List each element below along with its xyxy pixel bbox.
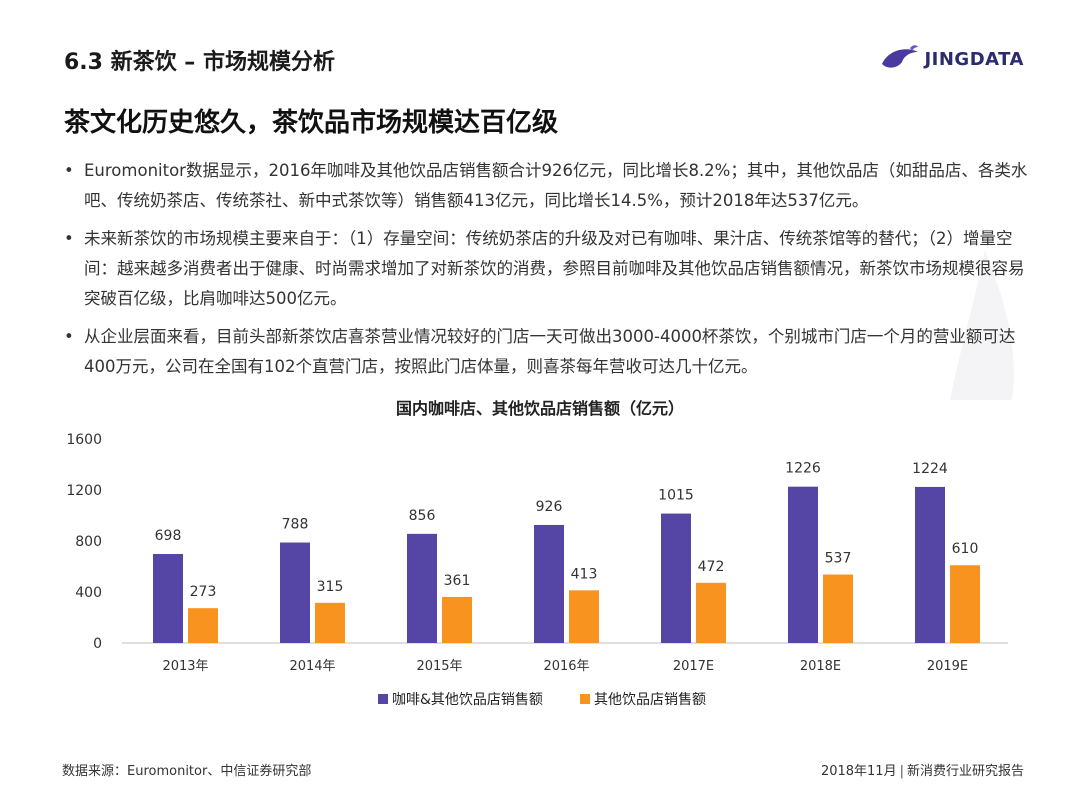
bullet-list: • Euromonitor数据显示，2016年咖啡及其他饮品店销售额合计926亿元…: [62, 156, 1032, 390]
bar-coffee-other: [407, 533, 437, 643]
bar-coffee-other: [534, 524, 564, 643]
bar-other: [950, 565, 980, 643]
bullet-text: 未来新茶饮的市场规模主要来自于：（1）存量空间：传统奶茶店的升级及对已有咖啡、果…: [84, 229, 1025, 308]
x-tick-label: 2013年: [162, 659, 208, 674]
bullet-dot: •: [64, 229, 74, 248]
bar-value-label: 273: [190, 584, 217, 600]
bar-value-label: 472: [698, 559, 725, 575]
logo-text: JINGDATA: [924, 48, 1024, 70]
data-source: 数据来源：Euromonitor、中信证券研究部: [62, 764, 312, 779]
y-axis: 0 400 800 1200 1600: [66, 432, 102, 652]
footer-info: 2018年11月 | 新消费行业研究报告: [821, 760, 1024, 779]
bar-value-label: 856: [409, 508, 436, 524]
decorative-shape: [950, 250, 1014, 400]
bullet-item: • 从企业层面来看，目前头部新茶饮店喜茶营业情况较好的门店一天可做出3000-40…: [62, 322, 1032, 382]
bar-value-label: 537: [825, 551, 852, 567]
bullet-item: • Euromonitor数据显示，2016年咖啡及其他饮品店销售额合计926亿元…: [62, 156, 1032, 216]
bar-coffee-other: [788, 486, 818, 643]
x-tick-label: 2016年: [543, 659, 589, 674]
bar-other: [315, 602, 345, 643]
x-tick-label: 2017E: [673, 659, 714, 674]
chart-legend: 咖啡&其他饮品店销售额 其他饮品店销售额: [378, 692, 706, 708]
bar-coffee-other: [915, 486, 945, 643]
report-name: 新消费行业研究报告: [906, 764, 1024, 779]
bar-coffee-other: [661, 513, 691, 643]
bar-value-label: 610: [952, 541, 979, 557]
y-tick-label: 0: [93, 636, 102, 652]
bar-chart: 国内咖啡店、其他饮品店销售额（亿元） 0 400 800 1200 1600 698 27…: [66, 399, 1008, 708]
bullet-dot: •: [64, 327, 74, 346]
headline: 茶文化历史悠久，茶饮品市场规模达百亿级: [64, 108, 559, 138]
bullet-item: • 未来新茶饮的市场规模主要来自于：（1）存量空间：传统奶茶店的升级及对已有咖啡、…: [62, 224, 1032, 314]
x-tick-label: 2015年: [416, 659, 462, 674]
y-tick-label: 400: [75, 585, 102, 601]
bar-coffee-other: [153, 554, 183, 643]
bar-coffee-other: [280, 542, 310, 643]
legend-swatch-other: [580, 694, 590, 704]
bar-value-label: 926: [536, 499, 563, 515]
bar-value-label: 361: [444, 573, 471, 589]
bar-other: [442, 596, 472, 643]
whale-icon: [882, 45, 919, 68]
report-date: 2018年11月: [820, 764, 897, 779]
bullet-text: 从企业层面来看，目前头部新茶饮店喜茶营业情况较好的门店一天可做出3000-400…: [84, 327, 1016, 376]
bar-value-label: 698: [155, 528, 182, 544]
legend-swatch-coffee: [378, 694, 388, 704]
bar-value-label: 315: [317, 579, 344, 595]
bar-value-label: 413: [571, 566, 598, 582]
x-tick-label: 2018E: [800, 659, 841, 674]
x-tick-label: 2014年: [289, 659, 335, 674]
bar-value-label: 1224: [912, 461, 948, 477]
section-title: 6.3 新茶饮 – 市场规模分析: [64, 50, 335, 75]
bar-value-label: 1015: [658, 488, 694, 504]
x-tick-label: 2019E: [927, 659, 968, 674]
bar-value-label: 1226: [785, 461, 821, 477]
jingdata-logo: JINGDATA: [880, 44, 1024, 74]
bar-other: [569, 590, 599, 643]
y-tick-label: 800: [75, 534, 102, 550]
y-tick-label: 1600: [66, 432, 102, 448]
legend-label-coffee: 咖啡&其他饮品店销售额: [392, 692, 543, 708]
x-axis: 2013年 2014年 2015年 2016年 2017E 2018E 2019E: [162, 659, 968, 674]
bullet-dot: •: [64, 161, 74, 180]
legend-label-other: 其他饮品店销售额: [594, 692, 706, 708]
bar-other: [188, 608, 218, 643]
bar-other: [823, 574, 853, 643]
chart-title: 国内咖啡店、其他饮品店销售额（亿元）: [396, 399, 684, 418]
bar-other: [696, 582, 726, 643]
bar-value-label: 788: [282, 517, 309, 533]
bar-series: 698 273 788 315 856 361 926 413 1015 472 1226 537 12…: [153, 461, 980, 643]
bullet-text: Euromonitor数据显示，2016年咖啡及其他饮品店销售额合计926亿元，…: [84, 161, 1028, 210]
y-tick-label: 1200: [66, 483, 102, 499]
footer-separator: |: [899, 764, 904, 779]
